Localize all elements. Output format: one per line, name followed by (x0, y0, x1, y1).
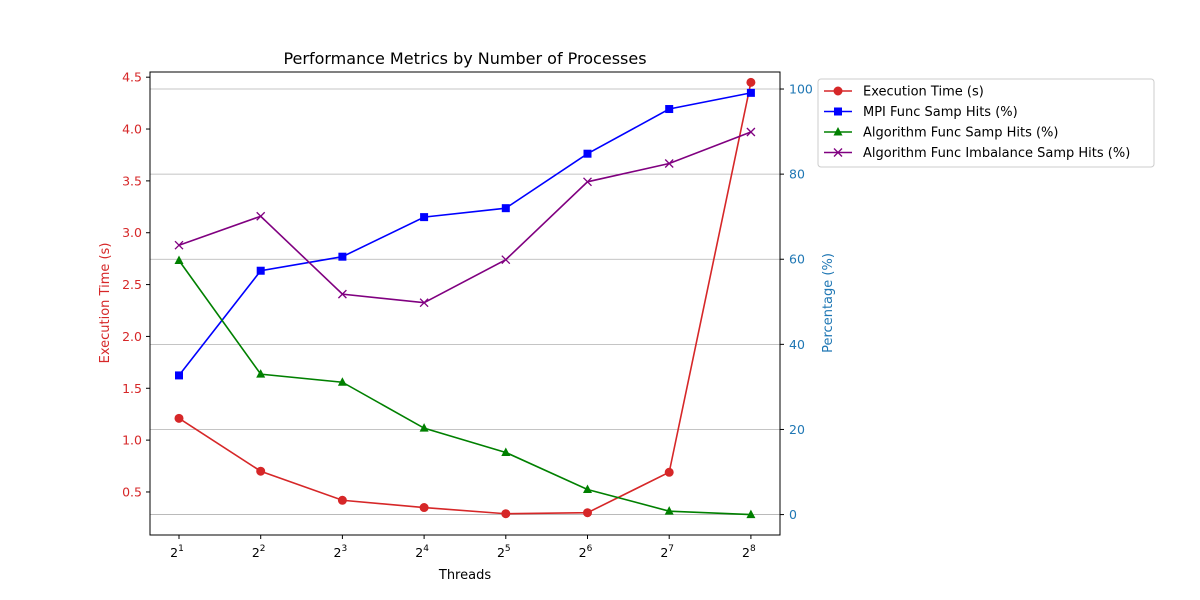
x-tick-label: 26 (579, 544, 593, 560)
data-point (174, 240, 184, 250)
data-point (338, 252, 347, 261)
chart-title: Performance Metrics by Number of Process… (283, 49, 646, 68)
legend-label: Algorithm Func Samp Hits (%) (863, 126, 1058, 141)
data-point (419, 423, 429, 432)
y-left-tick-label: 3.5 (122, 173, 142, 188)
y-axis-right-title: Percentage (%) (821, 253, 836, 353)
data-point (256, 466, 266, 476)
data-point (746, 127, 756, 137)
data-point (746, 88, 755, 97)
y-axis-left: 0.5 1.0 1.5 2.0 2.5 3.0 3.5 4.0 4.5 (122, 70, 150, 499)
data-point (746, 509, 756, 519)
series-line (178, 260, 751, 516)
data-point (665, 105, 674, 114)
x-tick-label: 22 (252, 544, 266, 560)
legend-label: MPI Func Samp Hits (%) (863, 105, 1018, 120)
legend-label: Execution Time (s) (863, 85, 984, 100)
data-point (583, 149, 592, 158)
y-left-tick-label: 2.0 (122, 329, 142, 344)
y-right-tick-label: 20 (789, 422, 805, 437)
data-point (419, 298, 429, 308)
data-point (664, 506, 674, 515)
y-left-tick-label: 0.5 (122, 484, 142, 499)
data-point (583, 508, 592, 518)
x-tick-label: 24 (415, 544, 429, 560)
series-1 (175, 88, 755, 380)
data-point (174, 255, 184, 265)
y-right-tick-label: 0 (789, 507, 797, 522)
y-axis-right: 0 20 40 60 80 100 (780, 82, 813, 522)
series-3 (174, 127, 756, 308)
data-point (256, 266, 265, 275)
data-point (501, 509, 511, 519)
series-line (178, 82, 752, 515)
x-tick-label: 27 (660, 544, 674, 560)
legend-entry: Algorithm Func Samp Hits (%) (824, 126, 1058, 141)
y-right-tick-label: 100 (789, 82, 813, 97)
y-left-tick-label: 2.5 (122, 277, 142, 292)
series-line (178, 131, 752, 304)
data-point (420, 213, 429, 222)
y-right-tick-label: 80 (789, 167, 805, 182)
data-point (337, 495, 347, 505)
data-point (583, 177, 592, 187)
data-point (419, 503, 429, 513)
y-left-tick-label: 1.0 (122, 433, 142, 448)
y-right-tick-label: 60 (789, 252, 805, 267)
data-point (833, 127, 843, 136)
data-point (746, 77, 756, 87)
data-point (664, 467, 674, 477)
legend-box (817, 78, 1155, 168)
data-point (337, 289, 347, 299)
y-axis-left-title: Execution Time (s) (98, 243, 113, 364)
series-layer (174, 77, 756, 519)
legend-entry: Algorithm Func Imbalance Samp Hits (%) (824, 146, 1130, 161)
data-point (175, 371, 183, 380)
series-line (178, 92, 752, 376)
y-left-tick-label: 4.0 (122, 122, 142, 137)
data-point (834, 107, 842, 116)
x-axis: 21 22 23 24 25 26 27 28 (170, 535, 756, 560)
data-point (833, 148, 843, 157)
grid (150, 88, 780, 515)
data-point (337, 377, 347, 386)
data-point (664, 159, 674, 168)
x-tick-label: 28 (742, 544, 756, 560)
legend: Execution Time (s) MPI Func Samp Hits (%)… (817, 78, 1155, 168)
data-point (256, 369, 266, 378)
plot-frame (149, 71, 781, 536)
data-point (501, 447, 511, 456)
series-2 (174, 255, 756, 519)
y-left-tick-label: 3.0 (122, 225, 142, 240)
legend-entry: MPI Func Samp Hits (%) (824, 105, 1018, 120)
y-right-tick-label: 40 (789, 337, 805, 352)
x-tick-label: 25 (497, 544, 511, 560)
x-tick-label: 23 (334, 544, 348, 560)
series-0 (174, 77, 756, 519)
legend-entry: Execution Time (s) (824, 85, 984, 100)
data-point (833, 86, 843, 96)
x-axis-title: Threads (438, 568, 491, 583)
data-point (583, 484, 592, 493)
y-left-tick-label: 4.5 (122, 70, 142, 85)
legend-label: Algorithm Func Imbalance Samp Hits (%) (863, 146, 1130, 161)
x-tick-label: 21 (170, 544, 184, 560)
y-left-tick-label: 1.5 (122, 381, 142, 396)
data-point (174, 413, 184, 423)
data-point (501, 255, 511, 265)
data-point (501, 204, 510, 213)
data-point (256, 211, 266, 221)
